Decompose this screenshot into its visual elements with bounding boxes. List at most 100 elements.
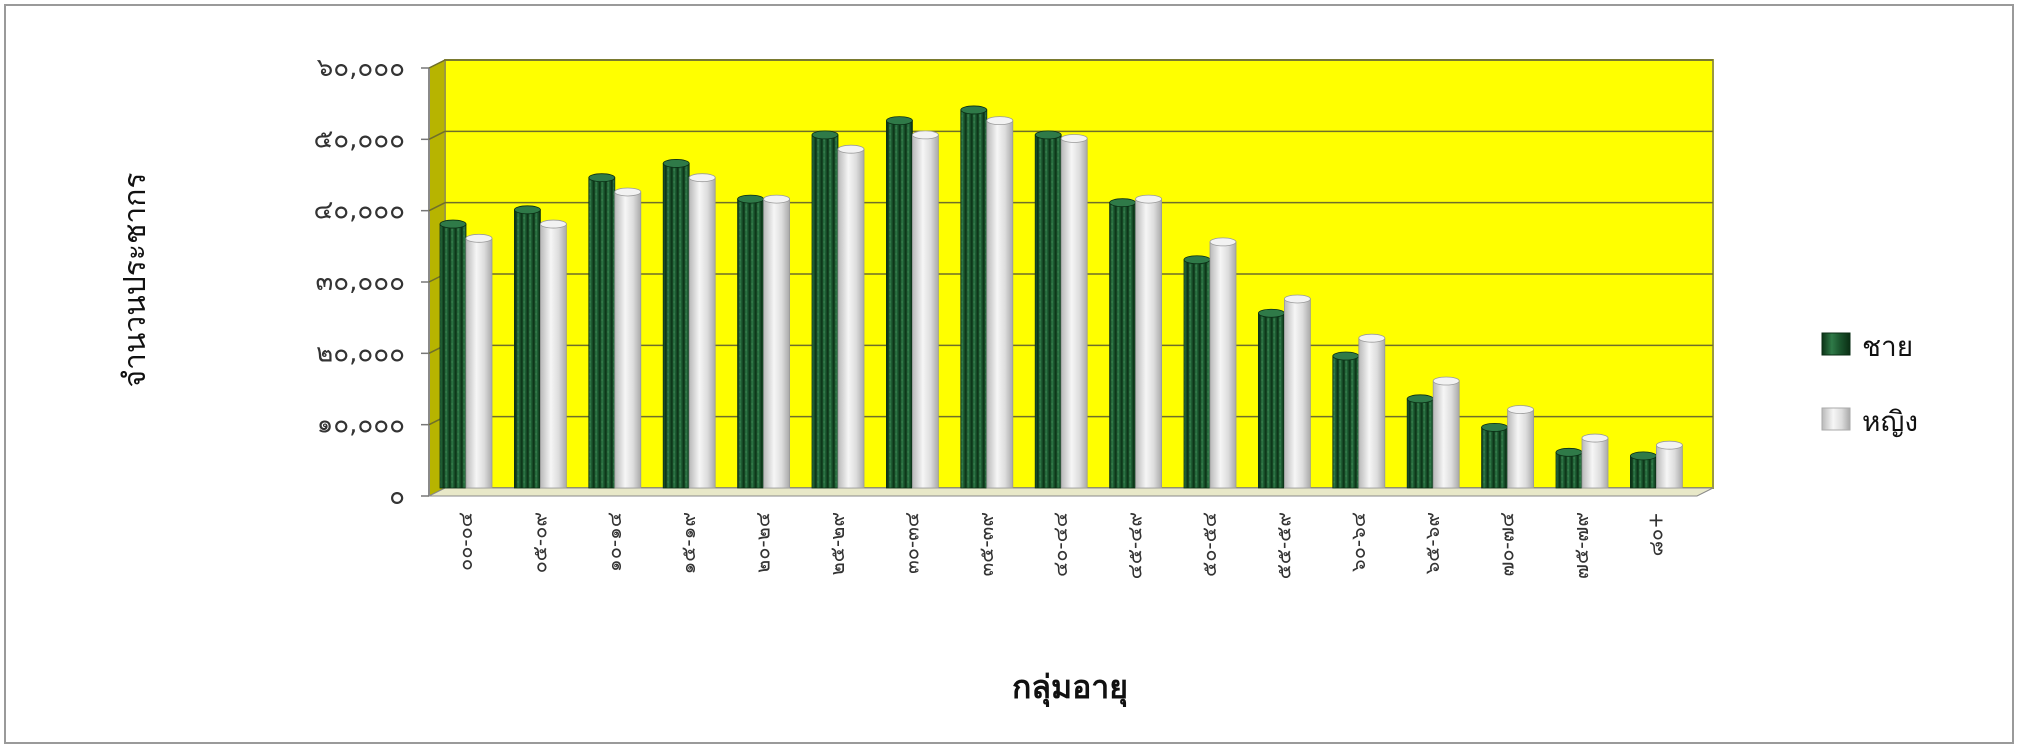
bars xyxy=(439,105,1683,489)
bar-female-cap xyxy=(1135,194,1162,204)
bar-male xyxy=(1332,355,1360,489)
bar-female xyxy=(688,177,716,489)
bar-male-cap xyxy=(1034,130,1062,140)
bar-male xyxy=(811,134,839,489)
y-tick-label: ๖๐,๐๐๐ xyxy=(317,53,405,83)
bar-male-cap xyxy=(1109,198,1136,208)
bar-male-cap xyxy=(662,159,690,168)
bar-male-cap xyxy=(737,194,764,204)
bar-female-cap xyxy=(1209,237,1237,247)
legend: ชาย หญิง xyxy=(1821,330,1918,438)
bar-male xyxy=(1109,202,1136,489)
bar-female-cap xyxy=(837,144,865,154)
bar-male-cap xyxy=(811,130,839,140)
x-tick-label: ๕๐-๕๔ xyxy=(1197,512,1221,577)
bar-male xyxy=(1034,134,1062,489)
bar-female-cap xyxy=(465,233,493,243)
x-tick-label: ๖๕-๖๙ xyxy=(1420,512,1444,574)
bar-female xyxy=(1507,409,1534,489)
bar-female-cap xyxy=(1358,333,1386,343)
y-tick-label: ๒๐,๐๐๐ xyxy=(316,338,405,368)
bar-male-cap xyxy=(588,173,616,183)
x-tick-label: ๖๐-๖๔ xyxy=(1346,512,1370,572)
x-tick-label: ๐๐-๐๔ xyxy=(453,512,477,571)
y-tick-label: ๔๐,๐๐๐ xyxy=(314,196,405,226)
gridline-side xyxy=(428,59,446,69)
bar-male xyxy=(960,109,988,489)
bar-male-cap xyxy=(1332,351,1360,361)
x-tick-labels: ๐๐-๐๔ ๐๕-๐๙ ๑๐-๑๔ ๑๕-๑๙ ๒๐-๒๔ ๒๕-๒๙ ๓๐-๓๔ ๓๕-๓๙… xyxy=(453,512,1667,579)
bar-female xyxy=(912,134,939,489)
bar-male-cap xyxy=(1630,451,1657,461)
x-tick-label: ๗๐-๗๔ xyxy=(1495,512,1519,577)
legend-label-male: ชาย xyxy=(1862,330,1913,363)
y-axis-title: จำนวนประชากร xyxy=(118,172,153,387)
bar-female xyxy=(540,223,567,489)
bar-male-cap xyxy=(1555,447,1583,457)
plot-floor xyxy=(428,487,1714,497)
y-tick-label: ๕๐,๐๐๐ xyxy=(314,124,405,154)
gridline-side xyxy=(428,130,446,141)
bar-female-cap xyxy=(1656,440,1683,450)
bar-female-cap xyxy=(1284,294,1311,304)
bar-male xyxy=(1481,426,1508,489)
x-tick-label: ๐๕-๐๙ xyxy=(527,512,551,573)
bar-female xyxy=(1432,380,1460,489)
bar-male xyxy=(1555,451,1583,489)
gridline-side xyxy=(428,201,446,212)
x-tick-label: ๑๐-๑๔ xyxy=(602,512,626,572)
bar-female xyxy=(1284,298,1311,489)
bar-male xyxy=(514,209,541,489)
bar-female-cap xyxy=(1581,433,1609,443)
legend-swatch-male xyxy=(1821,332,1851,356)
x-axis-title: กลุ่มอายุ xyxy=(1012,668,1128,708)
bar-female xyxy=(763,198,790,489)
x-tick-label: ๒๕-๒๙ xyxy=(825,512,849,575)
x-tick-label: ๔๐-๔๔ xyxy=(1048,512,1072,577)
bar-male-cap xyxy=(439,219,467,229)
bar-male xyxy=(588,177,616,489)
bar-female-cap xyxy=(688,173,716,183)
y-tick-label: ๓๐,๐๐๐ xyxy=(315,267,405,297)
bar-female xyxy=(614,191,642,489)
bar-male-cap xyxy=(1258,308,1285,318)
bar-male-cap xyxy=(886,116,913,126)
bar-female xyxy=(465,237,493,489)
bar-female xyxy=(837,148,865,489)
bar-male-cap xyxy=(1406,394,1434,404)
legend-swatch-female xyxy=(1821,407,1851,431)
bar-female xyxy=(1209,241,1237,489)
y-tick-label: ๐ xyxy=(389,481,405,511)
bar-female-cap xyxy=(986,116,1014,126)
bar-male xyxy=(1258,312,1285,489)
x-tick-label: ๔๕-๔๙ xyxy=(1123,512,1147,579)
bar-female xyxy=(1060,138,1088,489)
bar-female xyxy=(1135,198,1162,489)
bar-male-cap xyxy=(1481,422,1508,432)
bar-male xyxy=(1406,398,1434,489)
legend-label-female: หญิง xyxy=(1862,405,1918,438)
bar-male-cap xyxy=(514,205,541,215)
y-tick-labels: ๐ ๑๐,๐๐๐ ๒๐,๐๐๐ ๓๐,๐๐๐ ๔๐,๐๐๐ ๕๐,๐๐๐ ๖๐,๐๐๐ xyxy=(314,53,405,511)
bar-female-cap xyxy=(614,187,642,197)
x-tick-label: ๓๐-๓๔ xyxy=(899,512,923,574)
bar-female xyxy=(1581,437,1609,489)
bar-male xyxy=(439,223,467,489)
bar-male xyxy=(737,198,764,489)
bar-female-cap xyxy=(763,194,790,204)
bar-female xyxy=(1656,444,1683,489)
bar-male xyxy=(1183,259,1211,489)
bar-female xyxy=(986,120,1014,489)
bar-female-cap xyxy=(912,130,939,140)
bar-male-cap xyxy=(1183,255,1211,265)
x-tick-label: ๒๐-๒๔ xyxy=(751,512,775,573)
bar-male xyxy=(662,163,690,489)
bar-female-cap xyxy=(1432,376,1460,386)
x-tick-label: ๑๕-๑๙ xyxy=(676,512,700,574)
bar-male xyxy=(886,120,913,489)
x-tick-label: ๓๕-๓๙ xyxy=(974,512,998,576)
bar-female xyxy=(1358,337,1386,489)
bar-male-cap xyxy=(960,105,988,115)
bar-male xyxy=(1630,455,1657,489)
